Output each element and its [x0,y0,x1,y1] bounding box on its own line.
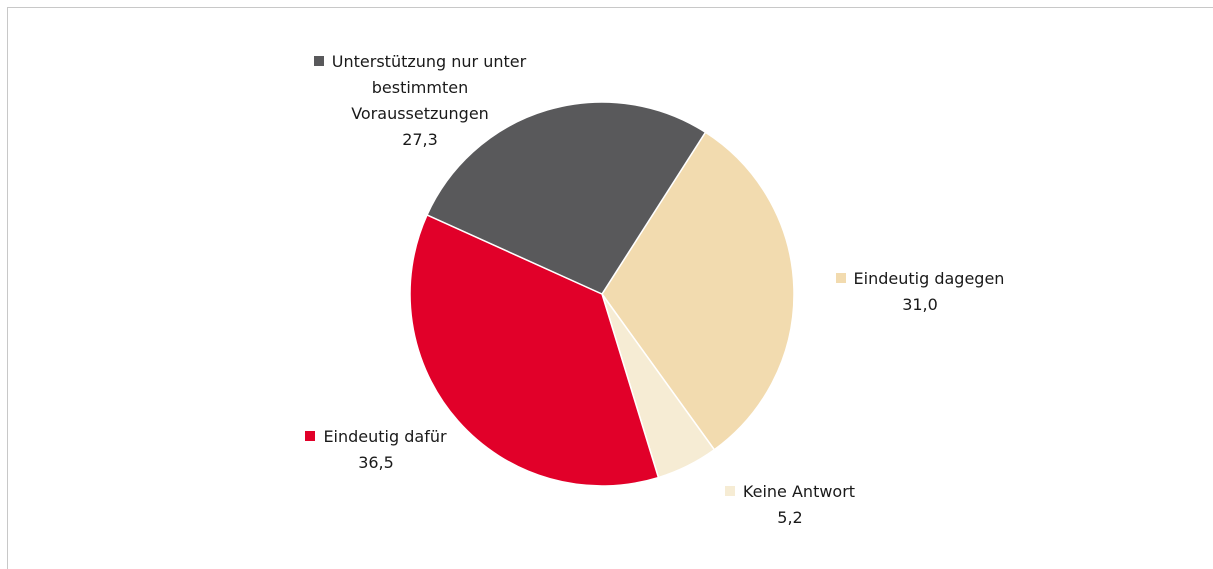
category-name: Unterstützung nur unter bestimmten Vorau… [331,52,527,123]
category-name: Eindeutig dafür [323,427,447,446]
pie-slice [426,101,707,295]
label-name: Unterstützung nur unter bestimmten Vorau… [313,49,528,127]
value-label: 36,5 [358,453,394,472]
value-label: 27,3 [402,130,438,149]
label-name: Keine Antwort [670,479,910,505]
legend-marker [305,431,316,441]
legend-marker [724,486,735,496]
slice-label: Unterstützung nur unter bestimmten Vorau… [313,49,528,153]
slice-label: Keine Antwort 5,2 [670,479,910,531]
slice-label: Eindeutig dafür 36,5 [256,424,496,476]
label-name: Eindeutig dafür [256,424,496,450]
value-label: 5,2 [777,508,803,527]
value-label: 31,0 [902,295,938,314]
slice-label: Eindeutig dagegen 31,0 [790,266,1050,318]
legend-marker [313,56,324,66]
category-name: Eindeutig dagegen [853,269,1005,288]
legend-marker [835,273,846,283]
pie-slice [409,213,660,487]
frame [7,7,1213,569]
pie-slice [601,131,795,451]
label-name: Eindeutig dagegen [790,266,1050,292]
category-name: Keine Antwort [742,482,856,501]
